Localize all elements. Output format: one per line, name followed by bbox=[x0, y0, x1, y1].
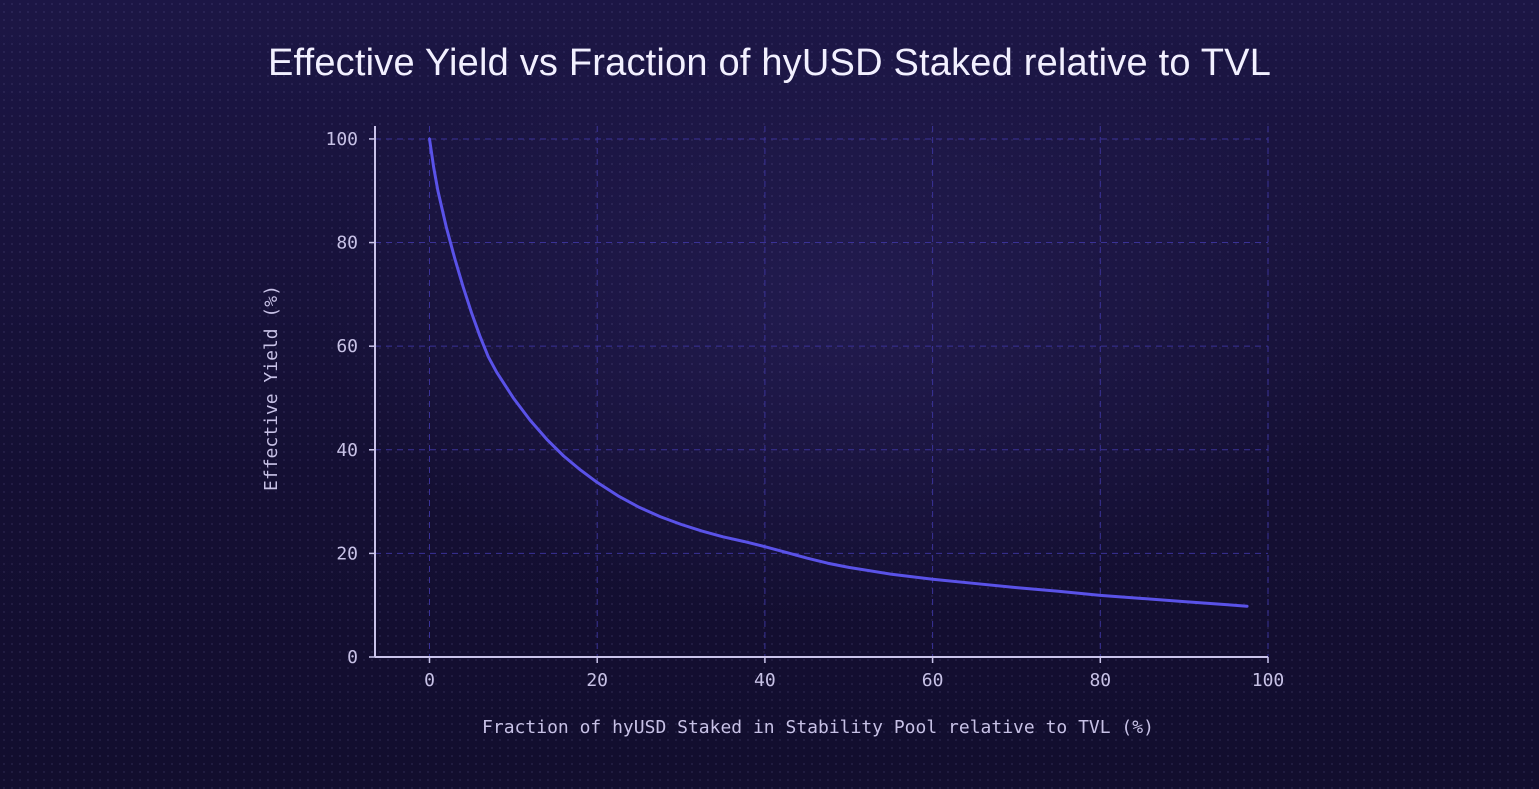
x-tick-label: 100 bbox=[1252, 670, 1285, 691]
y-tick-label: 100 bbox=[325, 129, 358, 150]
y-tick-label: 20 bbox=[336, 543, 358, 564]
chart-title: Effective Yield vs Fraction of hyUSD Sta… bbox=[267, 42, 1272, 84]
series-group bbox=[428, 137, 1249, 608]
x-tick-label: 40 bbox=[754, 670, 776, 691]
y-tick-label: 80 bbox=[336, 233, 358, 254]
x-tick-label: 60 bbox=[922, 670, 944, 691]
axes bbox=[369, 126, 1269, 663]
grid-lines bbox=[375, 126, 1269, 657]
y-tick-label: 0 bbox=[347, 647, 358, 668]
series-line bbox=[428, 137, 1249, 608]
y-axis-label: Effective Yield (%) bbox=[261, 285, 282, 491]
x-tick-labels: 0 20 40 60 80 100 bbox=[424, 670, 1284, 691]
x-tick-label: 20 bbox=[586, 670, 608, 691]
x-tick-label: 80 bbox=[1089, 670, 1111, 691]
y-tick-label: 40 bbox=[336, 440, 358, 461]
x-axis-label: Fraction of hyUSD Staked in Stability Po… bbox=[482, 717, 1154, 738]
y-tick-labels: 0 20 40 60 80 100 bbox=[325, 129, 358, 668]
y-tick-label: 60 bbox=[336, 336, 358, 357]
x-tick-label: 0 bbox=[424, 670, 435, 691]
